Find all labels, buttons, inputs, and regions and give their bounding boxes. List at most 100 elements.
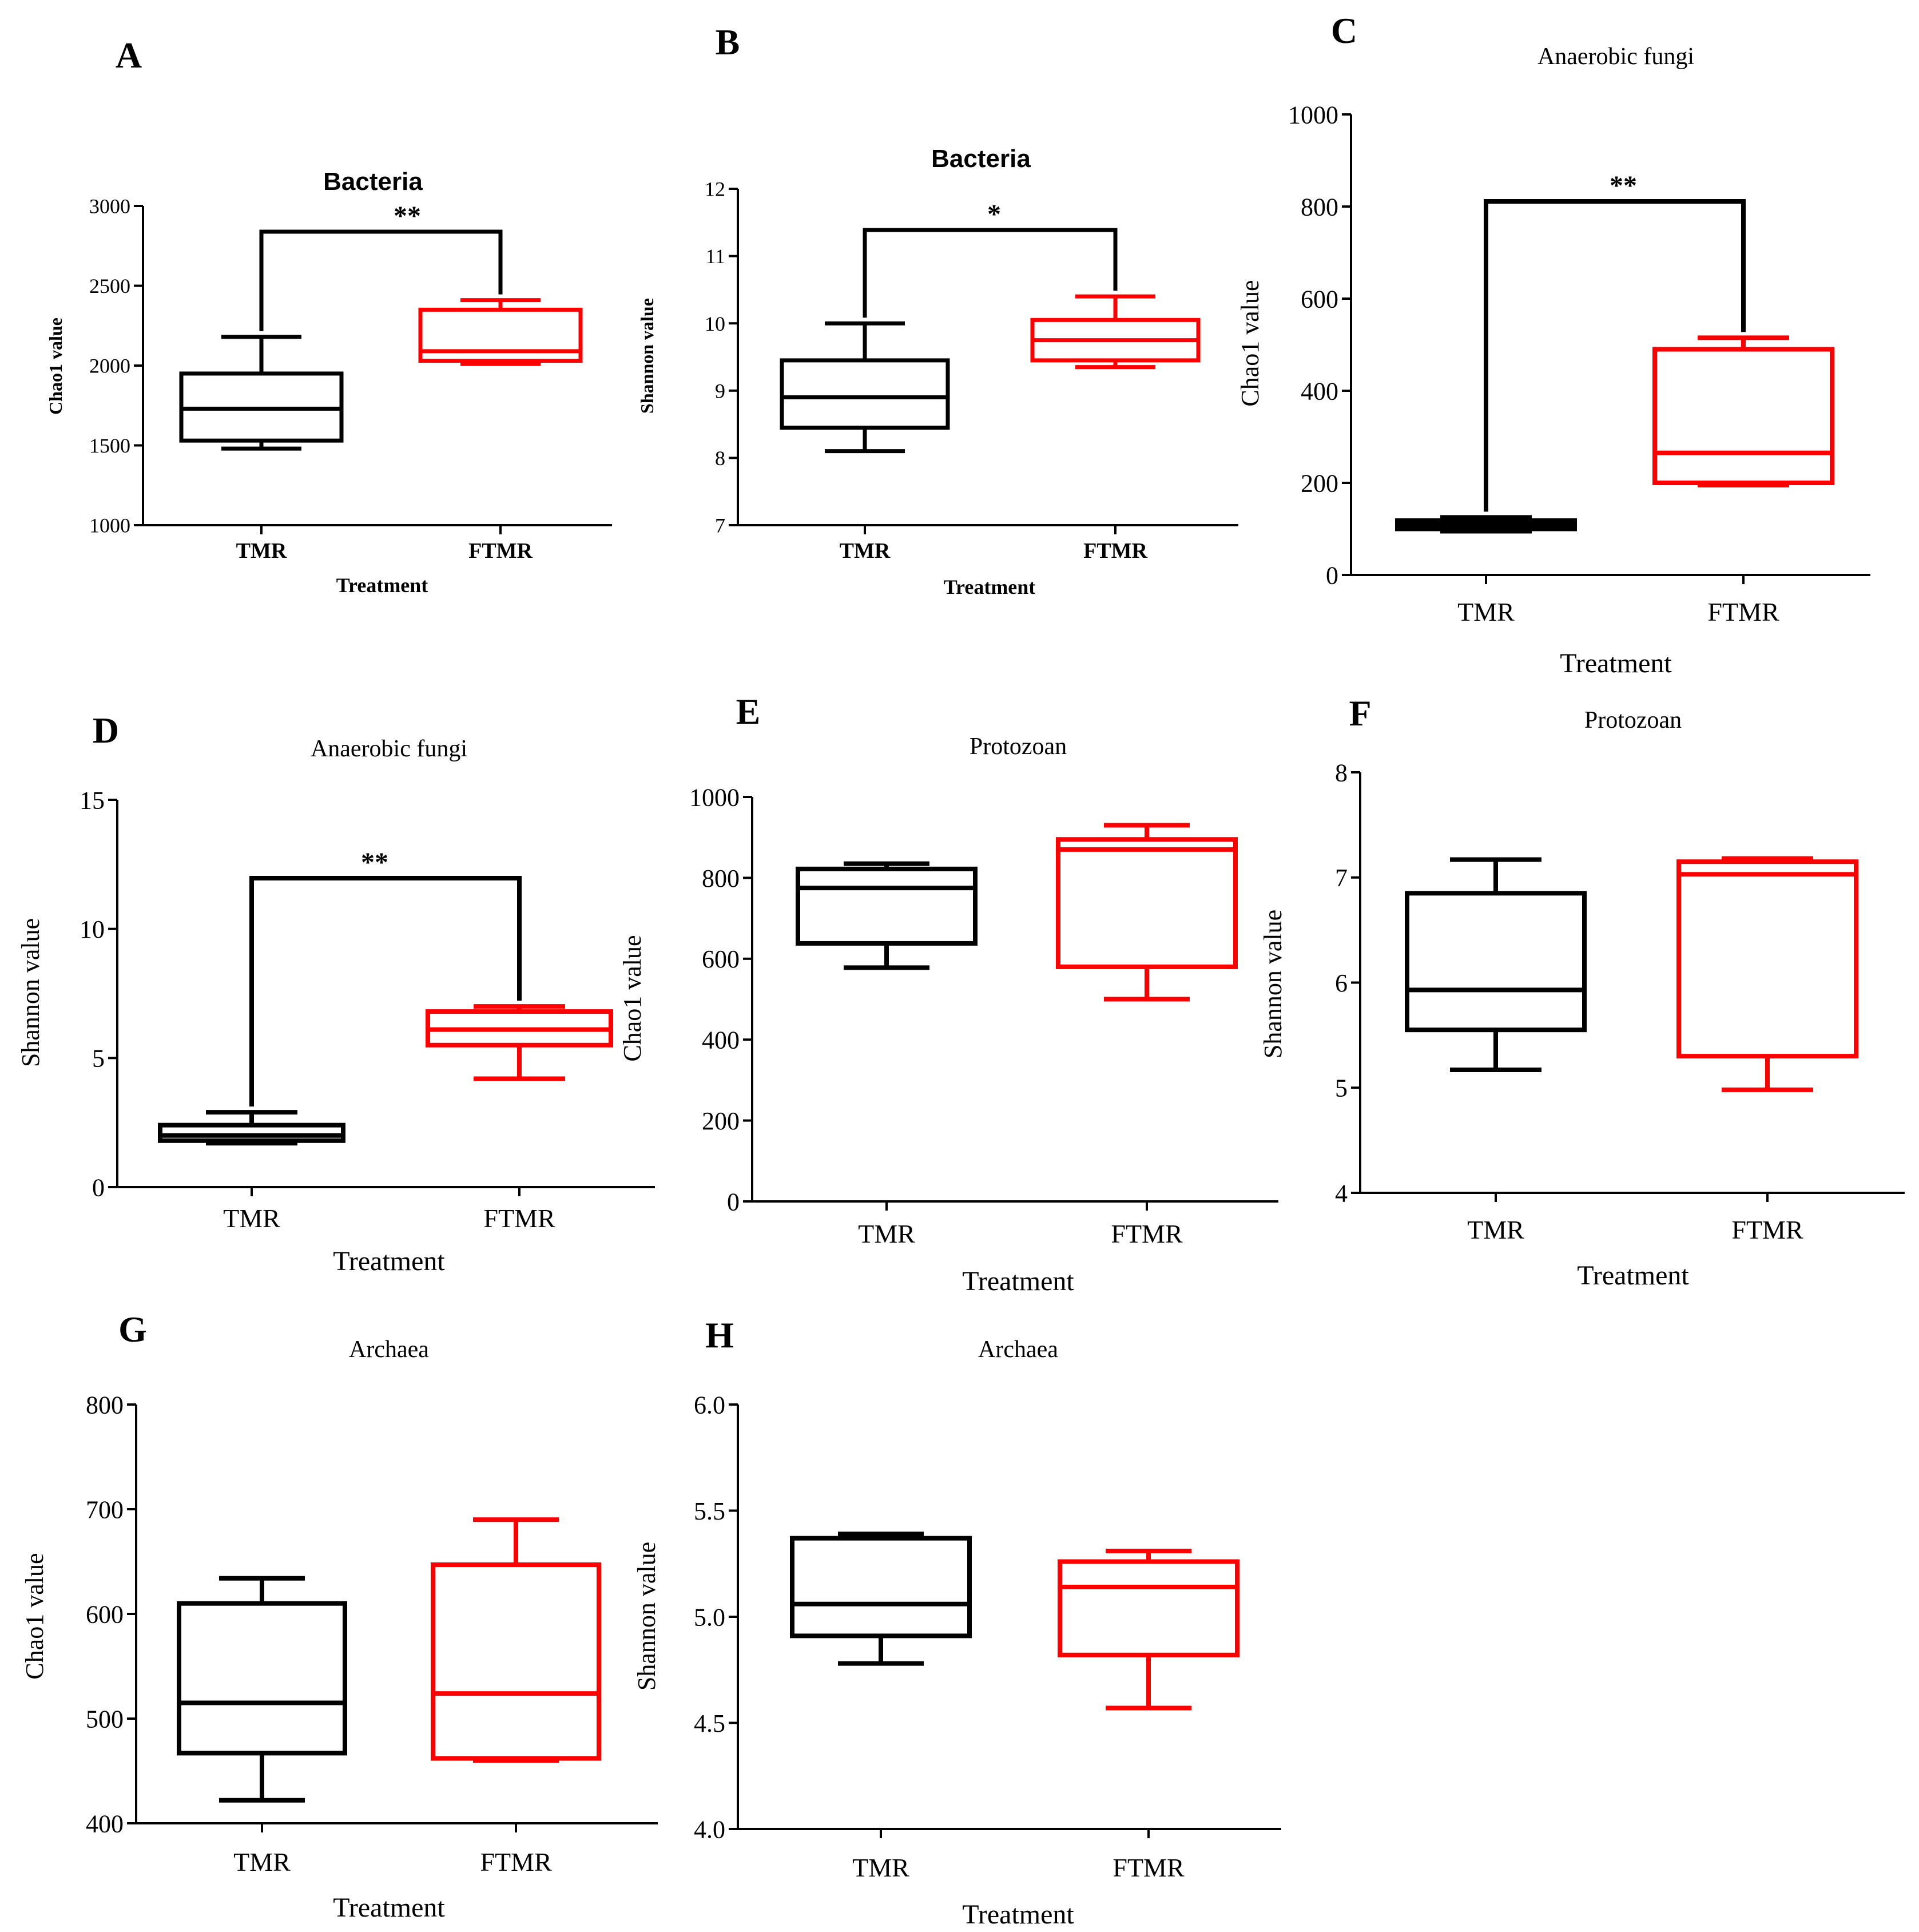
y-tick-label: 6: [1335, 969, 1348, 997]
iqr-box: [1056, 837, 1238, 969]
x-tick-label: FTMR: [1111, 1219, 1183, 1248]
y-tick-label: 6.0: [694, 1391, 725, 1419]
significance-bracket: [1484, 199, 1746, 512]
y-axis-title: Shannon value: [637, 298, 657, 414]
y-tick-label: 500: [86, 1705, 124, 1733]
box-ftmr: [418, 298, 583, 366]
y-axis-title: Chao1 value: [45, 318, 66, 415]
x-tick-label: TMR: [840, 539, 891, 563]
panel-letter: E: [736, 691, 761, 732]
panel-g: G Archaea 400 500 600 700 800 TMR FTMR Treatment C…: [21, 1309, 658, 1923]
significance-label: **: [361, 847, 388, 878]
x-tick-label: FTMR: [1731, 1215, 1803, 1244]
x-axis-title: Treatment: [333, 1246, 445, 1276]
y-tick-label: 10: [705, 312, 725, 335]
box-ftmr: [1056, 823, 1238, 1002]
y-axis-title: Chao1 value: [618, 935, 646, 1061]
x-tick-label: FTMR: [1707, 597, 1779, 626]
y-tick-label: 0: [92, 1173, 105, 1201]
x-axis-title: Treatment: [336, 574, 428, 597]
x-tick-label: TMR: [223, 1204, 280, 1233]
y-tick-label: 600: [702, 945, 740, 973]
chart-title: Bacteria: [323, 168, 423, 196]
y-tick-label: 700: [86, 1495, 124, 1524]
panel-b: B Bacteria 7 8 9 10 11 12 TMR FTMR Treatment Shanno…: [637, 22, 1238, 598]
x-axis-title: Treatment: [333, 1893, 445, 1923]
y-axis-title: Chao1 value: [1236, 280, 1264, 406]
y-axis-title: Shannon value: [633, 1542, 661, 1691]
y-tick-label: 10: [80, 915, 105, 943]
box-tmr: [796, 861, 978, 970]
box-tmr: [1395, 515, 1577, 534]
iqr-box: [796, 866, 978, 946]
box-tmr: [780, 321, 950, 454]
y-tick-label: 400: [1301, 377, 1338, 405]
iqr-box: [418, 307, 583, 363]
chart-title: Archaea: [978, 1336, 1058, 1363]
x-tick-label: TMR: [1457, 597, 1515, 626]
box-ftmr: [426, 1004, 613, 1081]
x-axis-title: Treatment: [962, 1266, 1074, 1296]
box-tmr: [177, 1576, 347, 1803]
y-tick-label: 2000: [89, 355, 130, 378]
y-tick-label: 5.5: [694, 1497, 725, 1525]
y-tick-label: 4.0: [694, 1815, 725, 1843]
y-tick-label: 200: [702, 1107, 740, 1135]
x-tick-label: FTMR: [483, 1204, 555, 1233]
y-tick-label: 1000: [1288, 101, 1338, 129]
y-tick-label: 800: [86, 1391, 124, 1419]
significance-bracket: [863, 228, 1118, 318]
y-tick-label: 1500: [89, 434, 130, 457]
panel-letter: B: [716, 22, 740, 62]
y-tick-label: 800: [1301, 193, 1338, 221]
y-tick-label: 7: [715, 514, 725, 537]
panel-letter: H: [705, 1315, 734, 1355]
significance-label: **: [1610, 170, 1637, 201]
panel-letter: D: [93, 710, 119, 751]
box-tmr: [179, 335, 344, 451]
significance-bracket: [259, 229, 503, 331]
iqr-box: [790, 1536, 972, 1639]
y-tick-label: 3000: [89, 195, 130, 218]
y-tick-label: 5: [1335, 1074, 1348, 1102]
x-axis-title: Treatment: [1577, 1260, 1689, 1291]
y-tick-label: 8: [715, 447, 725, 470]
panel-letter: A: [116, 35, 142, 76]
y-tick-label: 1000: [689, 783, 740, 811]
iqr-box: [1676, 859, 1858, 1059]
chart-title: Archaea: [349, 1336, 429, 1363]
box-ftmr: [1676, 856, 1858, 1092]
box-tmr: [790, 1532, 972, 1666]
box-tmr: [158, 1110, 345, 1146]
chart-title: Anaerobic fungi: [311, 736, 467, 762]
chart-title: Protozoan: [970, 733, 1067, 760]
y-tick-label: 600: [1301, 285, 1338, 313]
significance-label: *: [987, 199, 1001, 229]
x-tick-label: FTMR: [480, 1847, 552, 1877]
x-tick-label: TMR: [852, 1853, 909, 1882]
significance-label: **: [394, 201, 421, 231]
x-axis-title: Treatment: [944, 576, 1036, 598]
panel-c: C Anaerobic fungi 0 200 400 600 800 1000 TMR FTMR…: [1236, 10, 1870, 679]
y-tick-label: 4.5: [694, 1709, 725, 1737]
chart-title: Bacteria: [931, 145, 1031, 173]
y-tick-label: 600: [86, 1600, 124, 1628]
panel-f: F Protozoan 4 5 6 7 8 TMR FTMR Treatment Shannon v…: [1259, 693, 1905, 1291]
panel-a: A Bacteria 1000 1500 2000 2500 3000 TMR FTMR Trea…: [45, 35, 612, 597]
panel-letter: G: [118, 1309, 147, 1350]
y-tick-label: 5.0: [694, 1603, 725, 1631]
panel-letter: C: [1331, 10, 1357, 51]
y-tick-label: 15: [80, 786, 105, 814]
x-tick-label: TMR: [858, 1219, 915, 1248]
iqr-box: [158, 1122, 345, 1143]
iqr-box: [1058, 1559, 1239, 1657]
panel-e: E Protozoan 0 200 400 600 800 1000 TMR FTMR Treatm…: [618, 691, 1278, 1296]
y-tick-label: 0: [1326, 561, 1338, 589]
y-tick-label: 2500: [89, 275, 130, 297]
x-tick-label: FTMR: [468, 539, 533, 563]
y-tick-label: 400: [86, 1810, 124, 1838]
y-tick-label: 11: [705, 245, 725, 268]
chart-title: Protozoan: [1584, 707, 1682, 733]
iqr-box: [1652, 347, 1834, 485]
